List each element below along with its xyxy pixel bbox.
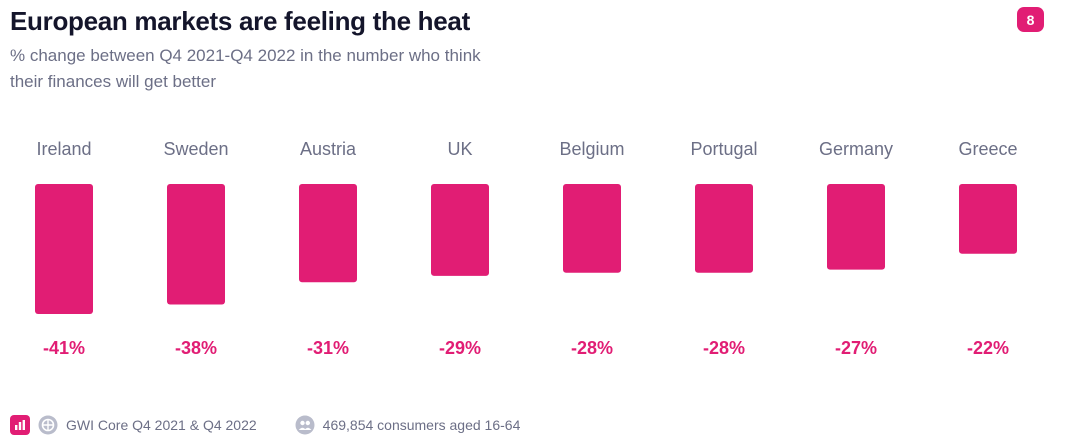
category-label-austria: Austria (300, 139, 357, 159)
sample-text: 469,854 consumers aged 16-64 (322, 417, 521, 433)
footer: GWI Core Q4 2021 & Q4 2022 469,854 consu… (10, 413, 520, 437)
category-label-greece: Greece (958, 139, 1017, 159)
value-label-sweden: -38% (175, 338, 217, 358)
page-number-badge: 8 (1017, 7, 1044, 32)
bar-germany (827, 184, 885, 270)
value-label-uk: -29% (439, 338, 481, 358)
people-icon (295, 415, 315, 435)
value-label-germany: -27% (835, 338, 877, 358)
category-label-belgium: Belgium (559, 139, 624, 159)
value-label-greece: -22% (967, 338, 1009, 358)
bar-austria (299, 184, 357, 283)
bar-belgium (563, 184, 621, 273)
globe-icon (38, 415, 58, 435)
bar-chart-icon (10, 415, 30, 435)
category-label-ireland: Ireland (36, 139, 91, 159)
bar-uk (431, 184, 489, 276)
category-label-germany: Germany (819, 139, 893, 159)
category-label-portugal: Portugal (690, 139, 757, 159)
value-label-ireland: -41% (43, 338, 85, 358)
bar-greece (959, 184, 1017, 254)
source-text: GWI Core Q4 2021 & Q4 2022 (66, 417, 257, 433)
chart-subtitle: % change between Q4 2021-Q4 2022 in the … (10, 46, 481, 91)
bar-ireland (35, 184, 93, 314)
category-label-uk: UK (447, 139, 472, 159)
value-label-belgium: -28% (571, 338, 613, 358)
category-label-sweden: Sweden (163, 139, 228, 159)
bar-chart: Ireland -41% Sweden -38% Austria -31% UK -29% Be… (35, 139, 1018, 358)
value-label-portugal: -28% (703, 338, 745, 358)
bar-sweden (167, 184, 225, 305)
value-label-austria: -31% (307, 338, 349, 358)
chart-title: European markets are feeling the heat (10, 6, 470, 36)
bar-portugal (695, 184, 753, 273)
